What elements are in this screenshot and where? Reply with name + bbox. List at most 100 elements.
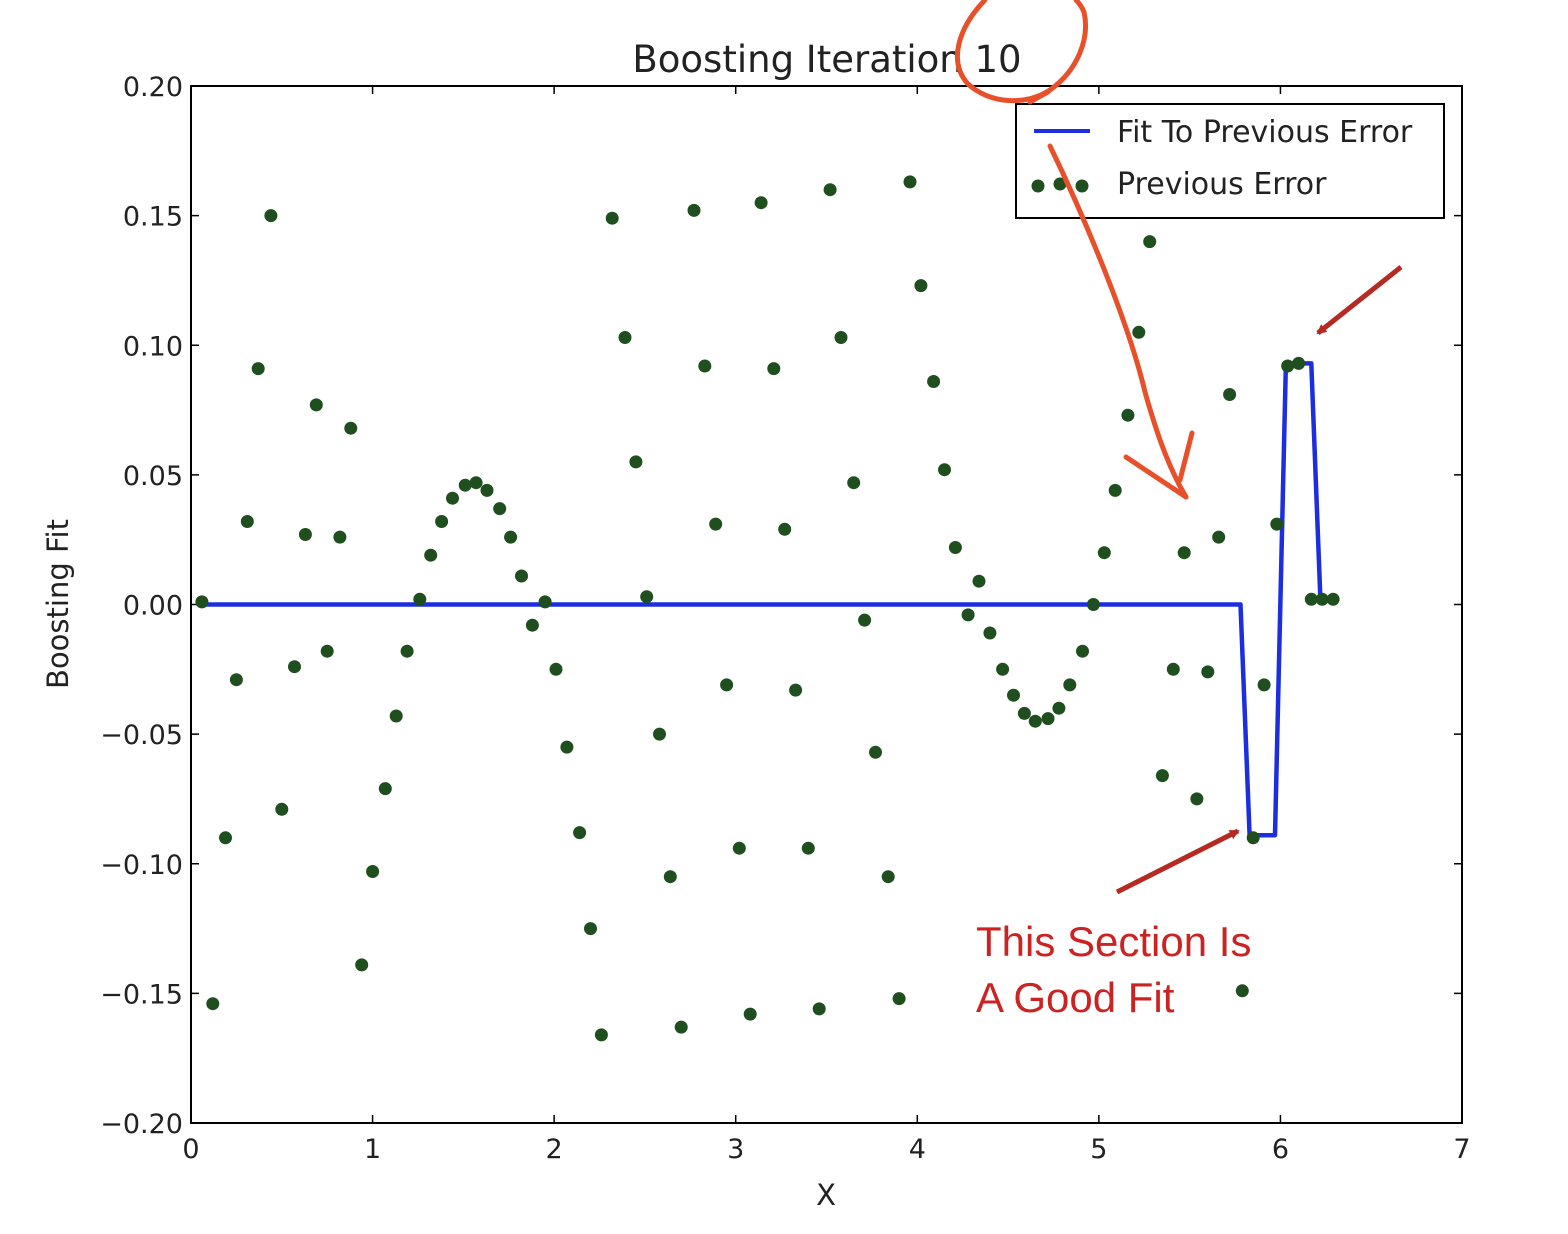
legend-frame (1015, 103, 1445, 219)
error-point (1315, 592, 1329, 606)
legend-dot-swatch (1031, 179, 1045, 193)
y-tick-label: 0.10 (123, 331, 183, 362)
error-point (366, 865, 380, 878)
y-tick-label: 0.05 (123, 461, 183, 492)
error-point (1212, 530, 1226, 544)
error-point (446, 491, 459, 505)
handwritten-circle-tail (1027, 89, 1051, 105)
error-point (504, 530, 518, 544)
error-point (515, 569, 528, 583)
error-point (435, 515, 449, 528)
error-point (251, 362, 265, 376)
error-point (389, 709, 403, 723)
error-point (709, 517, 723, 531)
error-point (413, 592, 427, 606)
y-axis-ticks: −0.20 −0.15 −0.10 −0.05 0.00 0.05 0.10 0.15 0.20 (100, 72, 1462, 1140)
error-point (1063, 678, 1077, 692)
x-axis-label: X (816, 1178, 836, 1212)
legend: Fit To Previous Error Previous Error (1015, 103, 1445, 219)
error-point (1304, 592, 1318, 606)
error-point (1223, 388, 1237, 401)
error-point (219, 831, 232, 845)
error-point (1177, 546, 1191, 560)
x-tick-label: 5 (1090, 1134, 1107, 1165)
error-point (892, 992, 906, 1006)
error-point (663, 870, 677, 884)
error-point (732, 841, 746, 855)
error-point (720, 678, 734, 692)
error-point (525, 618, 539, 632)
annotation-text-line2: A Good Fit (976, 974, 1175, 1021)
error-point (1041, 712, 1055, 726)
x-tick-label: 6 (1272, 1134, 1289, 1165)
error-point (653, 727, 666, 741)
error-point (1108, 483, 1122, 497)
error-point (424, 548, 438, 562)
x-tick-label: 7 (1453, 1134, 1470, 1165)
error-point (1017, 706, 1031, 720)
error-point (1246, 831, 1260, 845)
previous-error-series (195, 175, 1340, 1042)
error-point (640, 590, 654, 604)
error-point (1166, 662, 1180, 676)
y-tick-label: 0.20 (123, 72, 183, 103)
error-point (584, 922, 597, 936)
error-point (344, 421, 358, 435)
error-point (972, 574, 986, 588)
error-point (961, 608, 975, 622)
error-point (605, 211, 619, 225)
y-tick-label: 0.15 (123, 202, 183, 233)
error-point (1326, 592, 1340, 606)
error-point (938, 463, 951, 477)
error-point (903, 175, 917, 189)
x-tick-label: 0 (182, 1134, 199, 1165)
error-point (847, 476, 861, 490)
error-point (812, 1002, 826, 1016)
error-point (1086, 598, 1100, 611)
error-point (240, 515, 254, 528)
error-point (1121, 408, 1135, 422)
error-point (1143, 235, 1157, 249)
error-point (618, 331, 632, 344)
error-point (469, 476, 483, 490)
error-point (549, 662, 563, 676)
error-point (594, 1028, 608, 1042)
error-point (206, 997, 220, 1011)
error-point (320, 644, 334, 658)
error-point (801, 841, 815, 855)
error-point (881, 870, 895, 884)
error-point (458, 478, 472, 492)
error-point (629, 455, 643, 469)
y-tick-label: −0.15 (100, 979, 183, 1010)
error-point (914, 279, 928, 293)
error-point (778, 522, 792, 536)
x-tick-label: 3 (727, 1134, 744, 1165)
fit-line (201, 361, 1334, 838)
error-point (275, 802, 289, 816)
legend-label-fit: Fit To Previous Error (1117, 115, 1413, 150)
error-point (1028, 714, 1042, 728)
error-point (355, 958, 369, 972)
error-point (1270, 517, 1284, 531)
annotation-text-line1: This Section Is (976, 918, 1251, 965)
handwritten-arrow-head-left (1123, 454, 1189, 500)
y-tick-label: −0.10 (100, 850, 183, 881)
error-point (538, 595, 552, 609)
x-axis-ticks: 0 1 2 3 4 5 6 7 (182, 86, 1471, 1165)
error-point (1292, 356, 1306, 370)
error-point (698, 359, 712, 373)
y-tick-label: −0.05 (100, 720, 183, 751)
error-point (333, 530, 347, 544)
error-point (1132, 325, 1146, 339)
y-tick-label: 0.00 (123, 591, 183, 622)
error-point (754, 196, 768, 210)
error-point (927, 375, 941, 388)
error-point (1257, 678, 1271, 692)
error-point (1235, 984, 1249, 998)
error-point (229, 673, 243, 687)
error-point (834, 331, 848, 344)
error-point (996, 662, 1010, 676)
handwritten-markup (954, 0, 1195, 500)
legend-dot-swatch (1053, 177, 1067, 191)
